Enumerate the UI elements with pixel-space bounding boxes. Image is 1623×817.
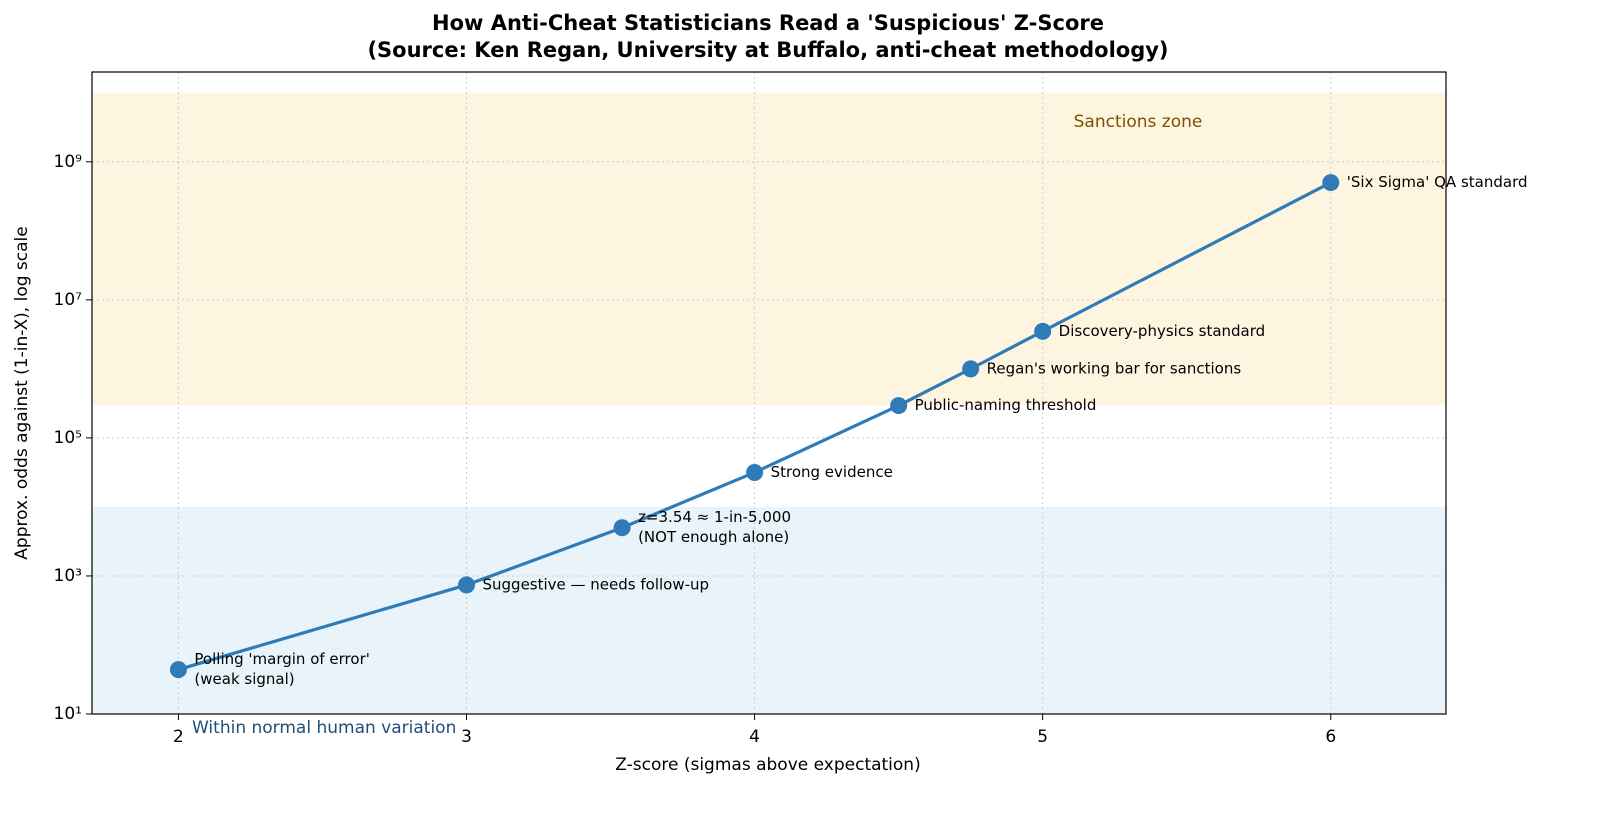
chart-subtitle: (Source: Ken Regan, University at Buffal… [367, 38, 1168, 62]
x-tick-label: 2 [173, 727, 184, 747]
point-label: (weak signal) [194, 670, 294, 688]
y-axis-label: Approx. odds against (1-in-X), log scale [12, 226, 32, 559]
point [1322, 174, 1340, 192]
point-label: Public-naming threshold [915, 396, 1097, 414]
point-label: Polling 'margin of error' [194, 650, 369, 668]
point-label: Strong evidence [771, 463, 893, 481]
y-tick-label: 10⁷ [54, 290, 83, 310]
point-label: Regan's working bar for sanctions [987, 359, 1242, 377]
x-tick-label: 4 [749, 727, 760, 747]
x-tick-label: 6 [1325, 727, 1336, 747]
band-label: Within normal human variation [192, 718, 456, 738]
y-tick-label: 10¹ [54, 704, 82, 724]
point [746, 463, 764, 481]
band [92, 92, 1446, 405]
point [962, 360, 980, 378]
point-label: z=3.54 ≈ 1-in-5,000 [638, 508, 791, 526]
x-tick-label: 3 [461, 727, 472, 747]
band-label: Sanctions zone [1074, 112, 1203, 132]
x-axis-label: Z-score (sigmas above expectation) [615, 755, 920, 775]
y-tick-label: 10³ [54, 566, 82, 586]
point [1034, 322, 1052, 340]
point [458, 576, 476, 594]
x-tick-label: 5 [1037, 727, 1048, 747]
y-tick-label: 10⁹ [54, 152, 83, 172]
plot-frame [91, 71, 1447, 715]
chart-title: How Anti-Cheat Statisticians Read a 'Sus… [432, 11, 1104, 35]
point-label: Suggestive — needs follow-up [483, 575, 710, 593]
band [92, 506, 1446, 714]
point-label: 'Six Sigma' QA standard [1347, 173, 1528, 191]
y-tick-label: 10⁵ [54, 428, 82, 448]
point [613, 519, 631, 537]
line [177, 181, 1332, 672]
point-label: Discovery-physics standard [1059, 322, 1266, 340]
point [890, 397, 908, 415]
point [169, 661, 187, 679]
point-label: (NOT enough alone) [638, 528, 789, 546]
